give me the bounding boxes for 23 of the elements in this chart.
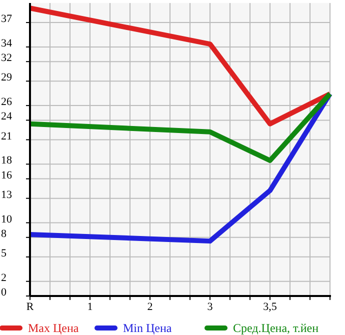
y-tick-label: 26 — [1, 96, 12, 108]
y-tick-label: 32 — [1, 52, 12, 64]
x-tick-label: R — [26, 301, 34, 313]
x-tick-label: 2 — [147, 301, 153, 313]
legend-label: Max Цена — [28, 321, 80, 335]
y-tick-label: 2 — [1, 272, 6, 284]
x-tick-label: 3 — [207, 301, 214, 313]
legend-label: Min Цена — [123, 321, 172, 335]
y-tick-label: 13 — [1, 188, 12, 201]
y-tick-label: 8 — [1, 228, 7, 240]
y-tick-label: 5 — [1, 247, 7, 260]
y-tick-label: 37 — [1, 13, 12, 26]
legend-label: Сред.Цена, т.йен — [233, 321, 320, 335]
y-tick-label: 16 — [1, 169, 12, 182]
y-tick-label: 24 — [1, 110, 12, 123]
x-tick-label: 3,5 — [263, 301, 278, 313]
y-tick-label: 18 — [1, 154, 12, 167]
y-tick-label: 34 — [1, 37, 12, 50]
y-tick-label: 29 — [1, 72, 12, 84]
y-tick-label: 0 — [1, 286, 7, 299]
y-tick-label: 21 — [1, 130, 12, 142]
y-tick-label: 10 — [1, 213, 12, 226]
x-tick-label: 1 — [87, 301, 93, 313]
